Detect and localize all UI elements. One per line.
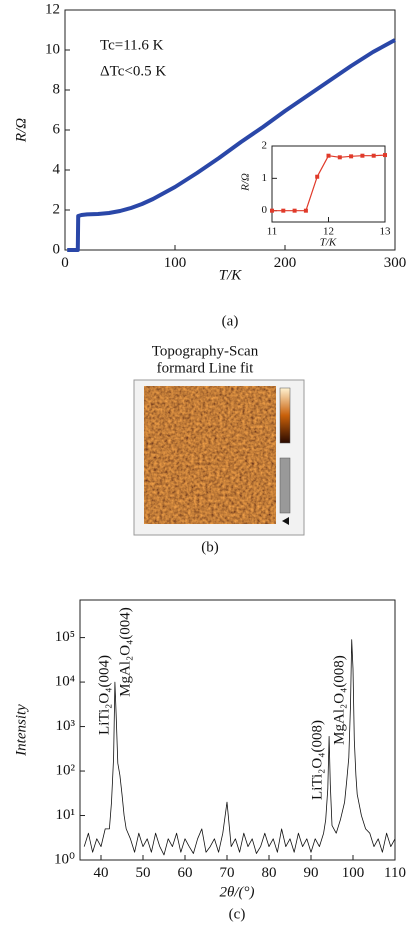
data-point — [304, 209, 308, 213]
x-axis-label: 2θ/(°) — [219, 884, 254, 900]
afm-texture — [144, 386, 276, 524]
range-bar — [280, 458, 290, 513]
data-point — [372, 154, 376, 158]
x-axis-label: T/K — [219, 267, 243, 283]
y-tick-label: 4 — [53, 161, 61, 177]
y-tick-label: 0 — [53, 241, 61, 257]
y-axis-label: Intensity — [13, 704, 29, 757]
data-point — [349, 154, 353, 158]
x-tick-label: 200 — [274, 255, 297, 271]
data-point — [270, 209, 274, 213]
x-tick-label: 50 — [136, 865, 151, 881]
x-tick-label: 11 — [267, 225, 278, 237]
x-tick-label: 110 — [384, 865, 406, 881]
y-axis-label: R/Ω — [240, 173, 252, 192]
y-tick-label: 10³ — [56, 718, 76, 734]
panel-caption: (a) — [222, 313, 239, 329]
y-tick-label: 10⁴ — [55, 674, 75, 690]
data-point — [315, 175, 319, 179]
annotation: MgAl₂O₄(008) — [331, 655, 347, 745]
panel-caption: (c) — [229, 906, 246, 922]
data-point — [327, 154, 331, 158]
y-tick-label: 0 — [262, 204, 268, 216]
annotation: LiTi₂O₄(004) — [96, 655, 112, 735]
annotation: LiTi₂O₄(008) — [309, 720, 325, 800]
x-axis-label: T/K — [320, 237, 337, 249]
y-axis-label: R/Ω — [13, 118, 29, 143]
x-tick-label: 300 — [384, 255, 407, 271]
data-point — [338, 155, 342, 159]
y-tick-label: 10¹ — [56, 807, 76, 823]
x-tick-label: 100 — [342, 865, 365, 881]
x-tick-label: 100 — [164, 255, 187, 271]
x-tick-label: 40 — [94, 865, 109, 881]
panel-caption: (b) — [201, 539, 219, 555]
y-tick-label: 2 — [262, 140, 268, 152]
x-tick-label: 90 — [304, 865, 319, 881]
color-bar — [280, 388, 290, 443]
afm-subtitle: formard Line fit — [157, 360, 254, 376]
x-tick-label: 70 — [220, 865, 235, 881]
y-tick-label: 8 — [53, 81, 61, 97]
y-tick-label: 12 — [45, 1, 60, 17]
y-tick-label: 1 — [262, 172, 268, 184]
annotation: MgAl₂O₄(004) — [117, 607, 133, 697]
afm-title: Topography-Scan — [152, 343, 259, 359]
y-tick-label: 2 — [53, 201, 61, 217]
data-point — [281, 209, 285, 213]
data-point — [360, 154, 364, 158]
figure: Topography-Scan formard Line fit (b) 010… — [0, 0, 411, 930]
y-tick-label: 6 — [53, 121, 61, 137]
y-tick-label: 10 — [45, 41, 60, 57]
y-tick-label: 10⁰ — [54, 851, 75, 867]
data-point — [293, 209, 297, 213]
y-tick-label: 10⁵ — [55, 629, 75, 645]
y-tick-label: 10² — [56, 762, 76, 778]
x-tick-label: 60 — [178, 865, 193, 881]
x-tick-label: 80 — [262, 865, 277, 881]
x-tick-label: 0 — [61, 255, 69, 271]
data-point — [383, 153, 387, 157]
annotation: ΔTc<0.5 K — [100, 63, 166, 79]
annotation: Tc=11.6 K — [100, 37, 164, 53]
x-tick-label: 13 — [380, 225, 392, 237]
afm-panel: Topography-Scan formard Line fit (b) — [134, 343, 304, 555]
